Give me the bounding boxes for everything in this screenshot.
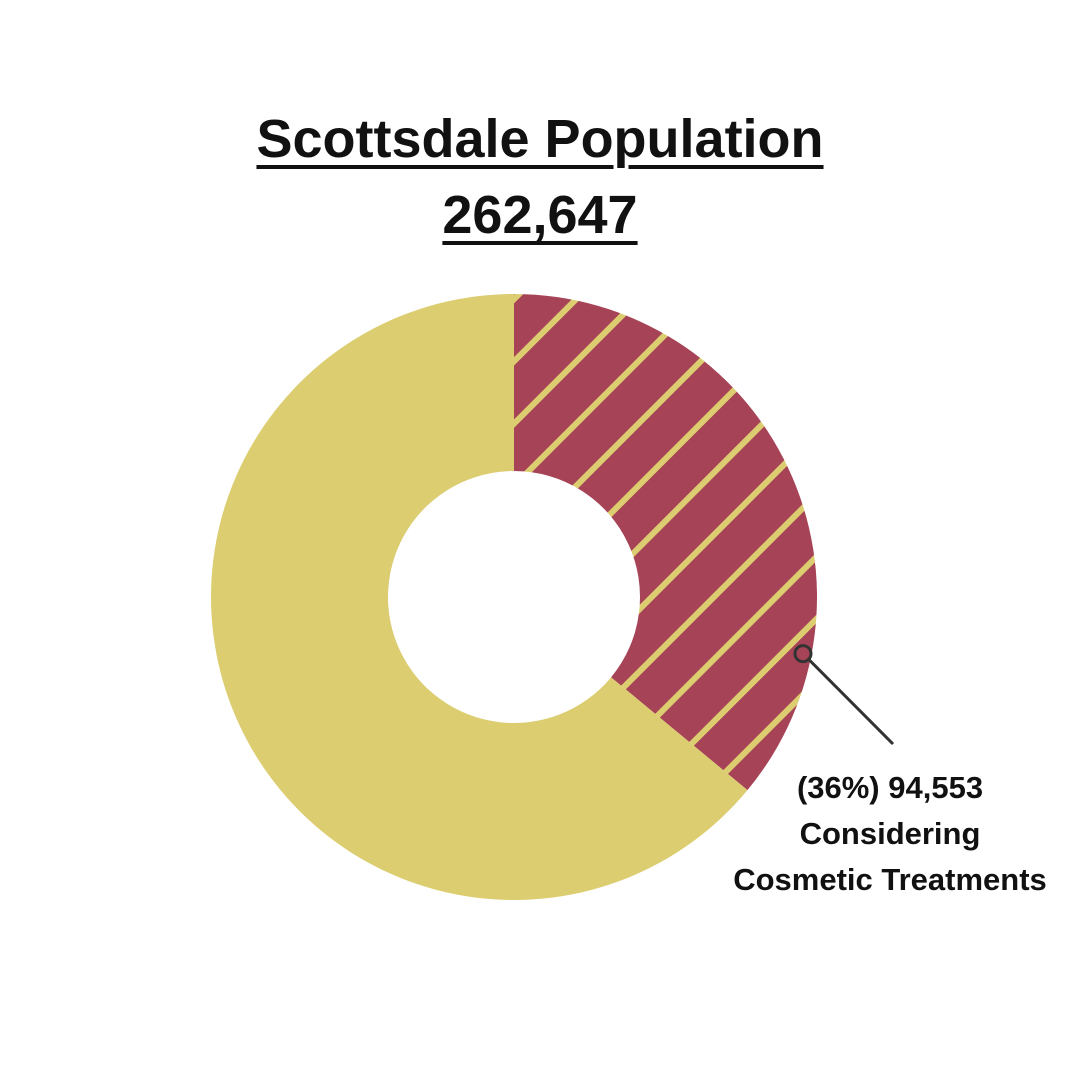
callout-value-label: (36%) 94,553: [796, 770, 984, 805]
callout-leader: [793, 644, 895, 746]
chart-title: Scottsdale Population: [256, 109, 824, 169]
chart-subtitle-total: 262,647: [442, 185, 638, 245]
callout-label-considering: Considering: [799, 816, 981, 851]
callout-marker: [793, 644, 813, 664]
callout-leader-line: [807, 658, 895, 746]
donut-slices: [211, 294, 817, 901]
slice-considering-treatments: [514, 294, 817, 791]
slice-remaining-population: [211, 294, 748, 901]
callout-label-treatments: Cosmetic Treatments: [733, 862, 1047, 897]
